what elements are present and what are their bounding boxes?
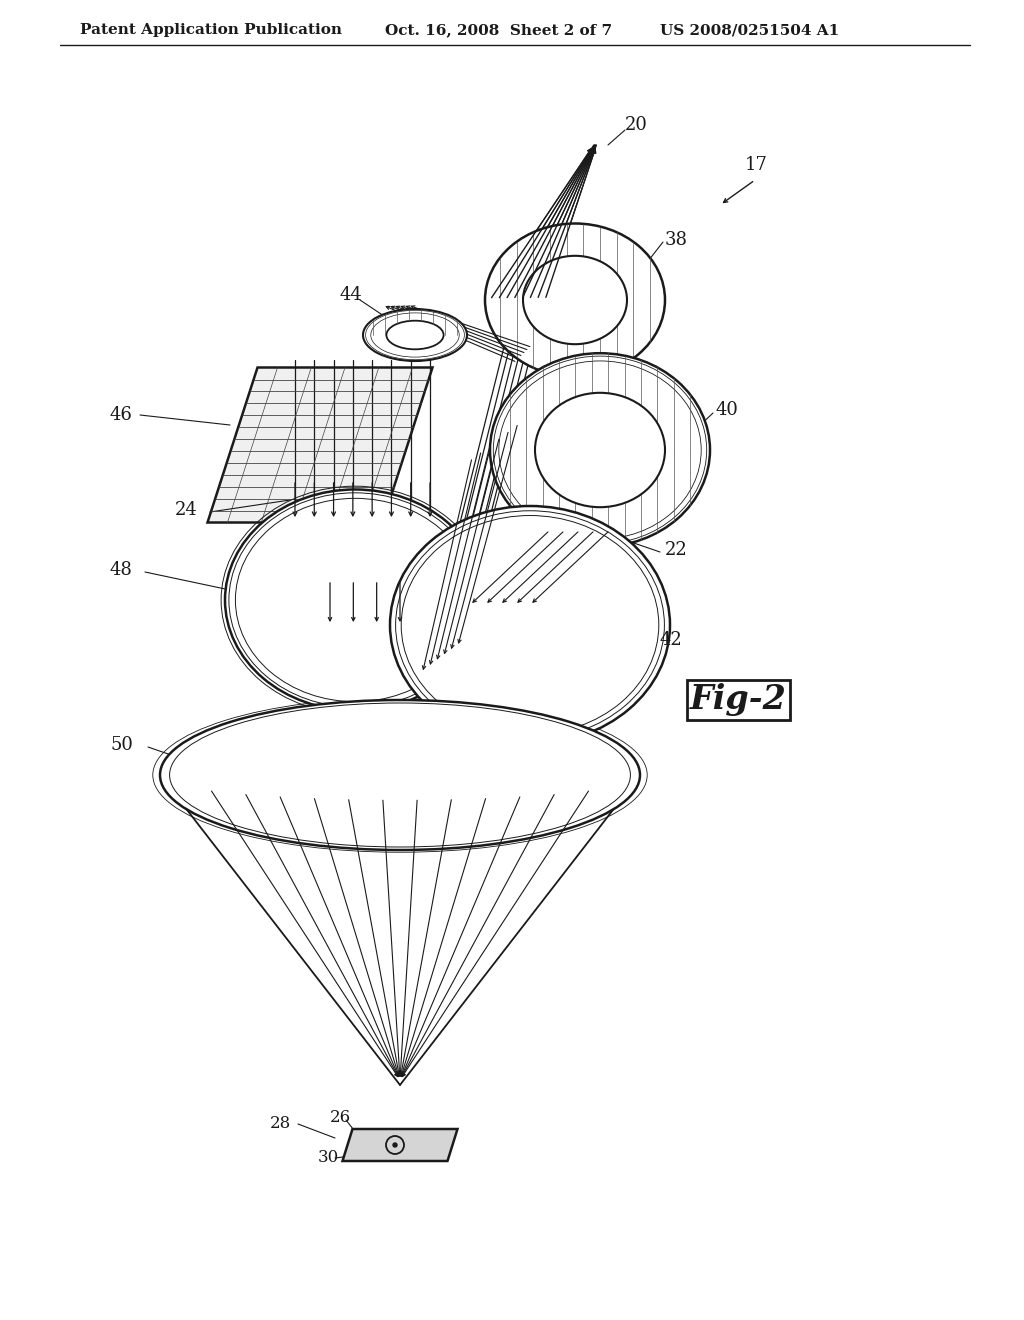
Text: 30: 30 bbox=[318, 1150, 339, 1167]
Text: Fig-2: Fig-2 bbox=[690, 684, 786, 717]
Text: 17: 17 bbox=[745, 156, 768, 174]
Text: 50: 50 bbox=[110, 737, 133, 754]
Text: Patent Application Publication: Patent Application Publication bbox=[80, 22, 342, 37]
Circle shape bbox=[393, 1143, 397, 1147]
Text: 28: 28 bbox=[270, 1114, 291, 1131]
Text: 44: 44 bbox=[340, 286, 362, 304]
Text: 20: 20 bbox=[625, 116, 648, 135]
Ellipse shape bbox=[535, 393, 665, 507]
Ellipse shape bbox=[390, 506, 670, 744]
Polygon shape bbox=[208, 367, 432, 523]
Ellipse shape bbox=[523, 256, 627, 345]
Text: 40: 40 bbox=[715, 401, 738, 418]
Ellipse shape bbox=[485, 223, 665, 376]
Ellipse shape bbox=[225, 490, 485, 710]
Text: 22: 22 bbox=[665, 541, 688, 558]
Text: US 2008/0251504 A1: US 2008/0251504 A1 bbox=[660, 22, 840, 37]
Ellipse shape bbox=[362, 309, 467, 360]
Text: 48: 48 bbox=[110, 561, 133, 579]
Ellipse shape bbox=[490, 354, 710, 546]
Text: 26: 26 bbox=[330, 1110, 351, 1126]
Text: Oct. 16, 2008  Sheet 2 of 7: Oct. 16, 2008 Sheet 2 of 7 bbox=[385, 22, 612, 37]
Ellipse shape bbox=[160, 700, 640, 850]
Text: 46: 46 bbox=[110, 407, 133, 424]
Ellipse shape bbox=[386, 321, 443, 350]
Text: 42: 42 bbox=[660, 631, 683, 649]
Text: 24: 24 bbox=[175, 502, 198, 519]
Text: 38: 38 bbox=[665, 231, 688, 249]
Polygon shape bbox=[342, 1129, 458, 1162]
